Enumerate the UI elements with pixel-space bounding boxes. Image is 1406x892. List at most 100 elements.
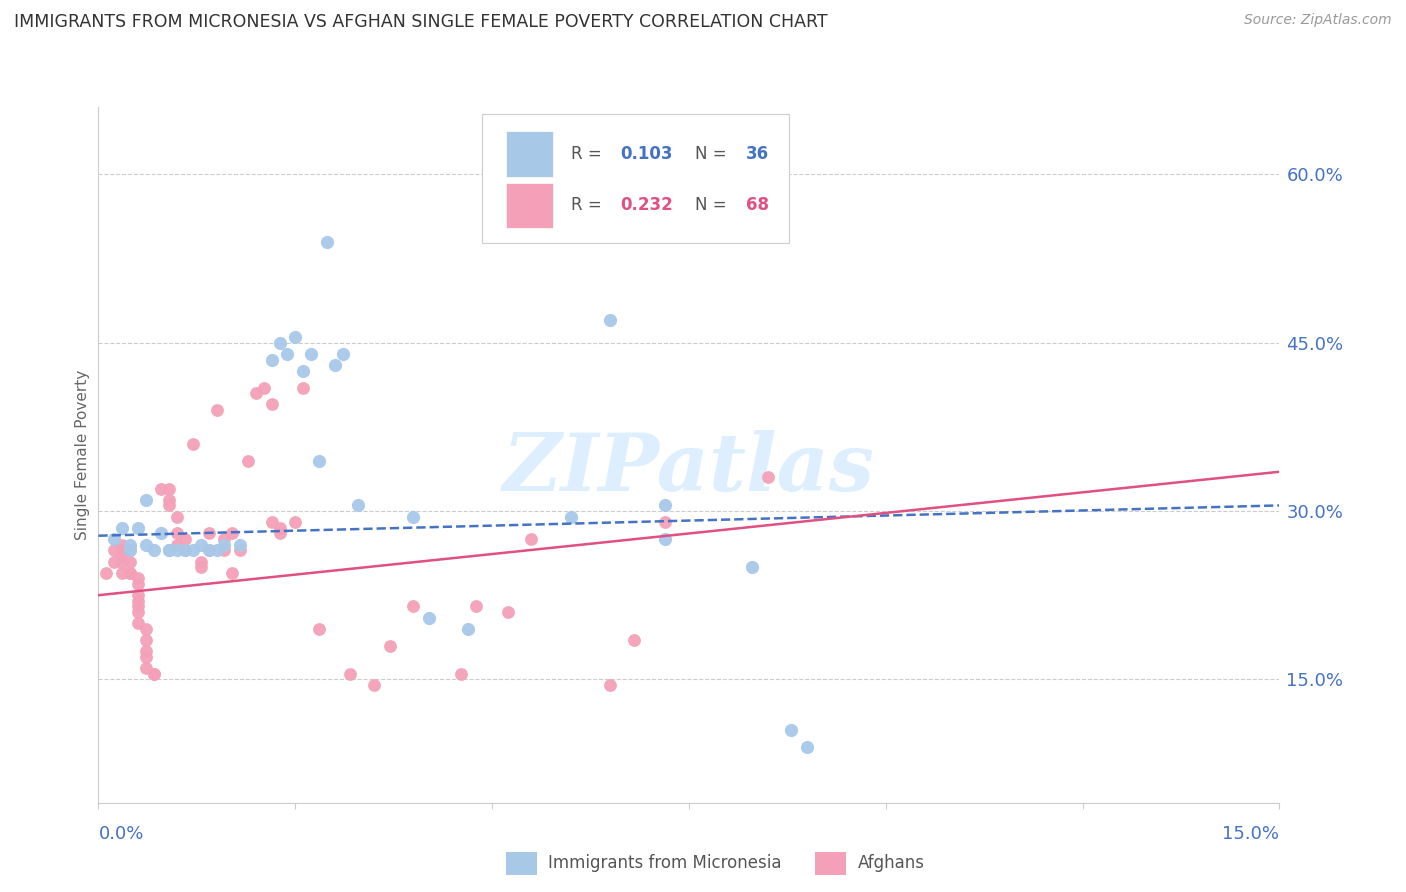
Point <box>142 666 165 681</box>
Text: IMMIGRANTS FROM MICRONESIA VS AFGHAN SINGLE FEMALE POVERTY CORRELATION CHART: IMMIGRANTS FROM MICRONESIA VS AFGHAN SIN… <box>14 13 828 31</box>
Point <box>363 678 385 692</box>
Text: Source: ZipAtlas.com: Source: ZipAtlas.com <box>1244 13 1392 28</box>
Point <box>103 543 125 558</box>
Point <box>118 543 141 558</box>
Point <box>418 610 440 624</box>
Point <box>118 566 141 580</box>
Text: Immigrants from Micronesia: Immigrants from Micronesia <box>548 855 782 872</box>
Point <box>292 364 315 378</box>
Point <box>221 566 243 580</box>
Point <box>308 453 330 467</box>
Point <box>229 543 252 558</box>
Point <box>299 347 322 361</box>
Point <box>496 605 519 619</box>
Point <box>166 543 188 558</box>
Point <box>135 622 157 636</box>
Point <box>127 588 149 602</box>
Point <box>127 577 149 591</box>
Point <box>197 526 219 541</box>
Point <box>142 666 165 681</box>
Point <box>780 723 803 737</box>
Point <box>654 532 676 546</box>
Point <box>402 509 425 524</box>
Point <box>197 543 219 558</box>
Point <box>214 543 236 558</box>
Point <box>157 543 180 558</box>
Point <box>284 330 307 344</box>
Text: 0.232: 0.232 <box>620 196 673 214</box>
FancyBboxPatch shape <box>482 114 789 243</box>
Text: 0.0%: 0.0% <box>98 825 143 843</box>
Text: ZIPatlas: ZIPatlas <box>503 430 875 508</box>
Point <box>135 644 157 658</box>
Point <box>190 560 212 574</box>
Point <box>166 538 188 552</box>
Point <box>135 633 157 648</box>
Point <box>599 678 621 692</box>
Point <box>402 599 425 614</box>
Point <box>253 381 276 395</box>
Point <box>111 543 134 558</box>
Point <box>150 526 173 541</box>
Point <box>135 649 157 664</box>
Point <box>157 543 180 558</box>
Point <box>756 470 779 484</box>
Point <box>450 666 472 681</box>
Point <box>166 509 188 524</box>
Text: R =: R = <box>571 145 607 163</box>
Point <box>127 571 149 585</box>
Bar <box>506 183 553 227</box>
Point <box>269 335 291 350</box>
Point <box>599 313 621 327</box>
Point <box>127 599 149 614</box>
Bar <box>506 131 553 177</box>
Point <box>142 543 165 558</box>
Point <box>236 453 259 467</box>
Point <box>260 352 283 367</box>
Point <box>221 526 243 541</box>
Point <box>654 499 676 513</box>
Text: N =: N = <box>695 145 731 163</box>
Text: 0.103: 0.103 <box>620 145 673 163</box>
Text: 36: 36 <box>745 145 769 163</box>
Point <box>229 538 252 552</box>
Point <box>118 566 141 580</box>
Point <box>127 594 149 608</box>
Point <box>150 482 173 496</box>
Point <box>205 543 228 558</box>
Point <box>174 532 197 546</box>
Point <box>118 543 141 558</box>
Point <box>796 739 818 754</box>
Point <box>560 509 582 524</box>
Point <box>118 538 141 552</box>
Point <box>127 605 149 619</box>
Point <box>214 538 236 552</box>
Point <box>174 543 197 558</box>
Point <box>260 397 283 411</box>
Point <box>741 560 763 574</box>
Point <box>103 555 125 569</box>
Point <box>127 616 149 631</box>
Point <box>323 358 346 372</box>
Point <box>520 532 543 546</box>
Point <box>190 555 212 569</box>
Text: R =: R = <box>571 196 607 214</box>
Point <box>269 526 291 541</box>
Point <box>205 403 228 417</box>
Point <box>623 633 645 648</box>
Point <box>174 543 197 558</box>
Text: 15.0%: 15.0% <box>1222 825 1279 843</box>
Point <box>111 555 134 569</box>
Point <box>308 622 330 636</box>
Text: Afghans: Afghans <box>858 855 925 872</box>
Point <box>457 622 479 636</box>
Point <box>181 543 204 558</box>
Point <box>245 386 267 401</box>
Point <box>103 532 125 546</box>
Y-axis label: Single Female Poverty: Single Female Poverty <box>75 370 90 540</box>
Point <box>190 538 212 552</box>
Point <box>332 347 354 361</box>
Point <box>111 521 134 535</box>
Point <box>118 555 141 569</box>
Point <box>269 521 291 535</box>
